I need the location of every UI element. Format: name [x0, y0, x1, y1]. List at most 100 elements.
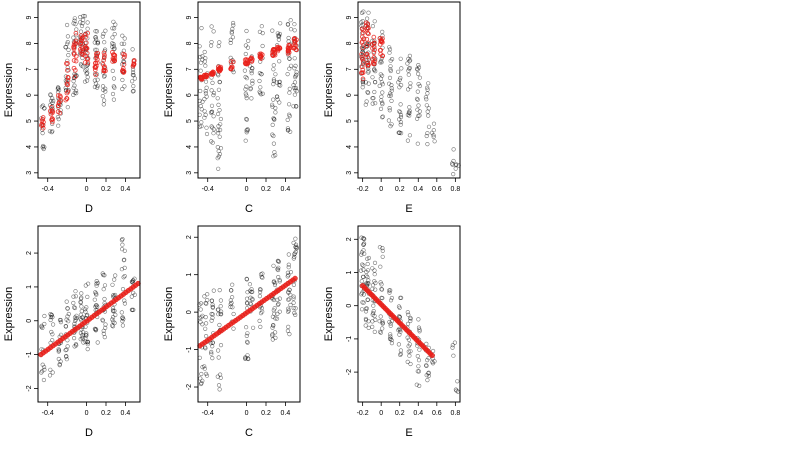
y-tick-label: 8 [186, 41, 193, 45]
data-point [218, 311, 223, 317]
data-point [293, 306, 298, 311]
fitted-point [371, 40, 377, 46]
data-point [120, 316, 125, 321]
data-point [363, 309, 369, 314]
data-point [379, 94, 384, 99]
fitted-points [38, 280, 141, 358]
data-point [245, 331, 250, 336]
data-point [48, 340, 53, 345]
data-point [380, 246, 385, 251]
data-point [365, 275, 370, 280]
data-point [41, 364, 47, 370]
data-point [291, 294, 296, 299]
data-point [431, 134, 436, 139]
data-point [231, 23, 236, 28]
data-point [388, 64, 393, 69]
data-point [113, 22, 118, 27]
x-tick-label: 0.4 [413, 410, 423, 417]
fitted-point [243, 60, 249, 66]
data-point [57, 317, 63, 323]
data-point [63, 324, 68, 329]
data-point [406, 56, 411, 62]
data-point [260, 30, 265, 36]
data-point [85, 20, 90, 25]
data-point [211, 114, 216, 119]
data-point [453, 166, 458, 171]
data-point [210, 344, 215, 349]
data-point [366, 255, 372, 261]
fitted-point [64, 90, 70, 96]
data-point [377, 329, 383, 334]
data-point [112, 308, 117, 314]
data-point [405, 310, 410, 315]
data-point [287, 287, 292, 292]
data-point [397, 77, 402, 82]
data-point [95, 85, 100, 90]
data-point [271, 63, 276, 68]
data-point [121, 317, 126, 322]
data-point [129, 294, 134, 299]
data-point [416, 325, 422, 330]
data-point [244, 130, 249, 135]
data-point [103, 322, 108, 327]
plot-frame [357, 225, 461, 403]
data-point [130, 278, 136, 283]
fitted-point [365, 30, 371, 36]
data-point [48, 317, 53, 323]
data-point [372, 268, 377, 273]
data-point [202, 109, 207, 114]
fitted-point [359, 55, 365, 60]
data-point [370, 101, 375, 106]
data-point [373, 79, 378, 85]
y-tick-label: 0 [186, 310, 193, 314]
data-point [380, 320, 385, 326]
observed-points [197, 18, 299, 171]
fitted-point [83, 53, 88, 59]
data-point [277, 296, 282, 301]
data-point [217, 322, 222, 328]
fitted-point [361, 36, 367, 42]
data-point [424, 341, 429, 347]
x-tick-label: 0.4 [121, 410, 131, 417]
data-point [119, 247, 125, 252]
data-point [111, 84, 116, 89]
data-point [55, 114, 61, 120]
data-point [378, 72, 383, 77]
data-point [56, 86, 61, 91]
data-point [42, 106, 47, 111]
data-point [432, 139, 437, 144]
data-point [80, 17, 86, 23]
data-point [215, 156, 220, 161]
fitted-point [55, 93, 61, 98]
data-point [424, 103, 429, 108]
data-point [271, 323, 276, 328]
fitted-point [50, 110, 55, 116]
data-point [95, 77, 100, 82]
data-point [72, 18, 77, 23]
data-point [259, 24, 264, 29]
data-point [389, 338, 394, 343]
data-point [408, 318, 413, 324]
data-point [84, 333, 89, 338]
data-point [389, 319, 395, 324]
data-point [417, 347, 422, 352]
data-point [119, 310, 124, 315]
data-point [286, 308, 292, 313]
data-point [275, 311, 280, 317]
data-point [278, 21, 283, 26]
data-point [211, 92, 216, 98]
data-point [202, 49, 207, 55]
data-point [112, 277, 117, 282]
fitted-point [71, 46, 77, 52]
data-point [370, 24, 376, 29]
data-point [55, 85, 61, 90]
data-point [51, 98, 56, 103]
data-point [424, 97, 429, 102]
data-point [203, 88, 208, 94]
data-point [216, 149, 221, 154]
data-point [217, 107, 222, 113]
data-point [199, 124, 204, 129]
y-tick-label: 0 [346, 304, 353, 308]
data-point [66, 311, 71, 317]
data-point [216, 312, 221, 317]
